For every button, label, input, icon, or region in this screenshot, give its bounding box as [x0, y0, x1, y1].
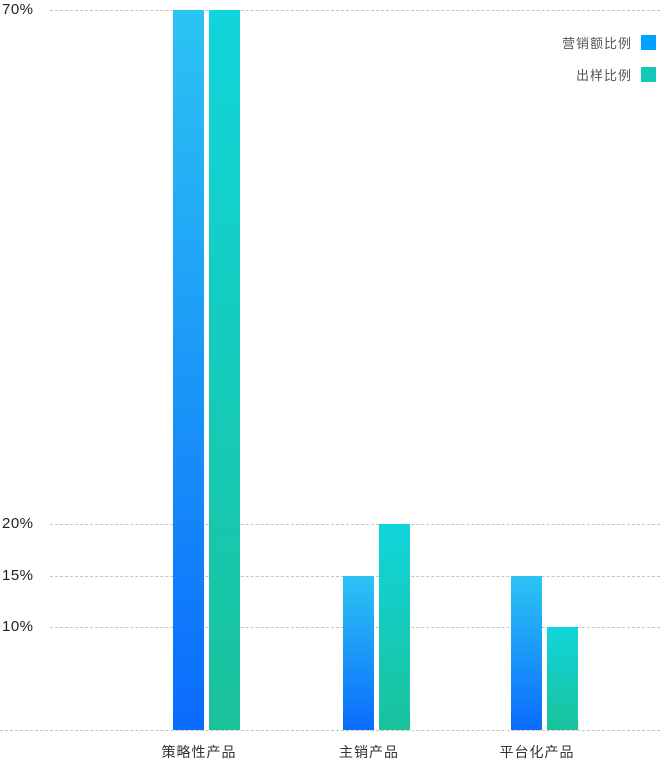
- bar-营销额比例-策略性产品: [172, 10, 204, 730]
- y-tick-label: 10%: [2, 618, 34, 636]
- legend-item-sales-ratio: 营销额比例: [562, 33, 656, 52]
- y-tick-label: 20%: [2, 515, 34, 533]
- bar-营销额比例-平台化产品: [510, 575, 542, 730]
- bar-出样比例-策略性产品: [208, 10, 240, 730]
- gridline-20%: [50, 524, 660, 526]
- category-label: 主销产品: [339, 744, 399, 760]
- bar-出样比例-平台化产品: [546, 627, 578, 730]
- legend: 营销额比例 出样比例: [562, 33, 656, 97]
- category-label: 策略性产品: [161, 744, 237, 760]
- y-tick-label: 15%: [2, 566, 34, 584]
- legend-swatch-blue: [641, 35, 656, 50]
- legend-swatch-teal: [641, 67, 656, 82]
- legend-item-display-ratio: 出样比例: [562, 65, 656, 84]
- legend-label-sales-ratio: 营销额比例: [561, 36, 632, 51]
- bar-出样比例-主销产品: [378, 524, 410, 730]
- bar-营销额比例-主销产品: [342, 575, 374, 730]
- gridline-70%: [50, 10, 660, 11]
- legend-label-display-ratio: 出样比例: [575, 68, 632, 83]
- category-label: 平台化产品: [499, 744, 575, 760]
- x-axis-baseline: [0, 730, 660, 731]
- y-tick-label: 70%: [2, 1, 34, 18]
